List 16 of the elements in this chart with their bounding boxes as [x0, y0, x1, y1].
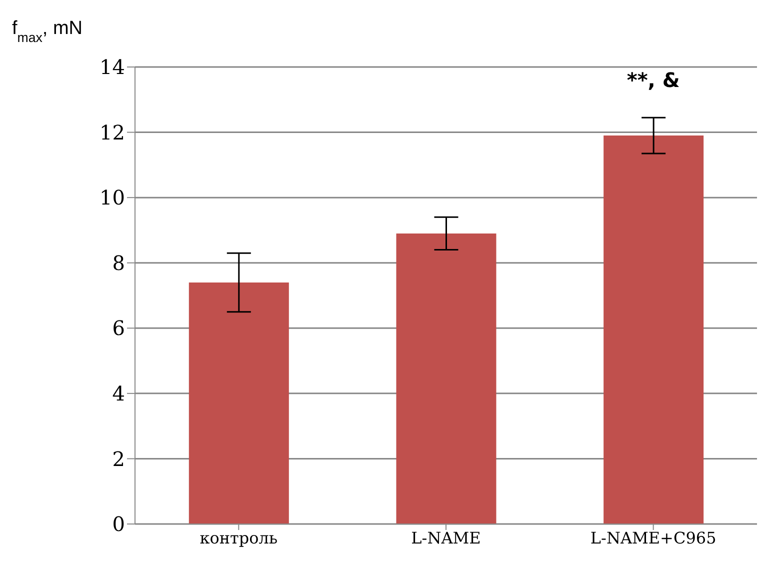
y-tick-label: 10 — [100, 186, 125, 210]
y-tick-label: 6 — [112, 316, 125, 340]
y-axis-title: f$_{max}$, mN — [12, 18, 83, 44]
y-tick-label: 14 — [100, 55, 125, 80]
bar — [396, 233, 496, 524]
annotation: **, & — [626, 68, 680, 92]
x-tick-label: L-NAME — [411, 528, 481, 548]
x-tick-label: L-NAME+C965 — [590, 528, 716, 548]
bar — [188, 282, 289, 524]
y-tick-label: 2 — [112, 446, 125, 471]
y-tick-label: 4 — [112, 382, 125, 406]
y-tick-label: 0 — [112, 512, 125, 536]
x-tick-label: контроль — [200, 528, 278, 548]
y-tick-label: 12 — [100, 120, 125, 144]
y-tick-label: 8 — [112, 250, 125, 275]
bar — [604, 136, 704, 524]
